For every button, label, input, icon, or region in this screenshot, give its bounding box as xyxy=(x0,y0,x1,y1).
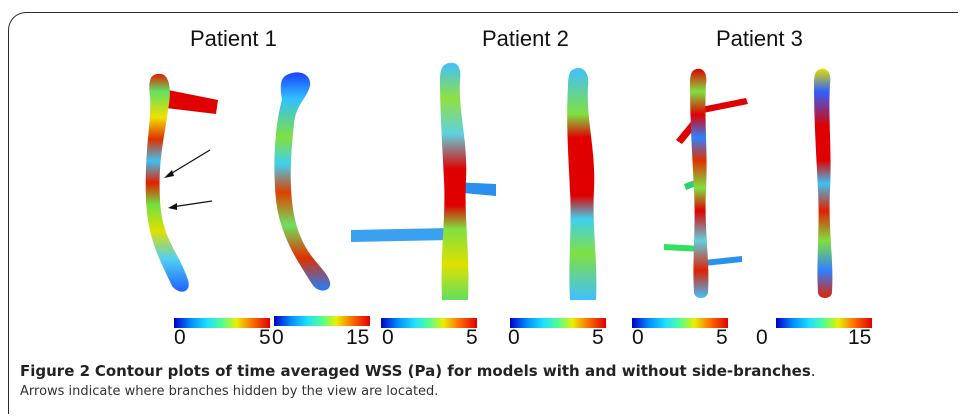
colorbar-3-min: 0 xyxy=(382,326,394,349)
patient-2-with-branches-model xyxy=(351,62,496,300)
colorbar-4 xyxy=(510,318,606,328)
figure-caption: Figure 2 Contour plots of time averaged … xyxy=(20,362,950,399)
patient-1-without-branches-model xyxy=(274,72,331,291)
colorbar-5 xyxy=(632,318,728,328)
arrow-hidden-branch-1 xyxy=(166,149,211,177)
figure-number: Figure 2 xyxy=(20,362,91,380)
colorbar-1 xyxy=(174,318,270,328)
colorbar-6 xyxy=(776,318,872,328)
patient-3-label: Patient 3 xyxy=(716,26,803,51)
patient-3-without-branches-model xyxy=(814,68,833,299)
colorbar-2 xyxy=(274,316,370,326)
colorbar-5-min: 0 xyxy=(632,326,644,349)
colorbar-3-max: 5 xyxy=(466,326,478,349)
colorbar-2-max: 15 xyxy=(346,326,370,349)
patient-3-with-branches-model xyxy=(664,68,748,299)
colorbar-3 xyxy=(381,318,477,328)
colorbar-4-min: 0 xyxy=(508,326,520,349)
figure-note: Arrows indicate where branches hidden by… xyxy=(20,384,439,399)
figure-title: Contour plots of time averaged WSS (Pa) … xyxy=(94,362,811,380)
colorbar-1-min: 0 xyxy=(174,326,186,349)
colorbar-2-min: 0 xyxy=(272,326,284,349)
patient-1-label: Patient 1 xyxy=(190,26,277,51)
colorbar-4-max: 5 xyxy=(592,326,604,349)
patient-1-with-branches-model xyxy=(145,73,218,292)
patient-2-label: Patient 2 xyxy=(482,26,569,51)
colorbar-1-max: 5 xyxy=(259,326,271,349)
patient-2-without-branches-model xyxy=(567,67,597,301)
figure-title-period: . xyxy=(810,362,816,380)
arrow-hidden-branch-2 xyxy=(171,200,213,208)
colorbar-6-min: 0 xyxy=(756,326,768,349)
figure-frame xyxy=(8,12,958,414)
colorbar-5-max: 5 xyxy=(716,326,728,349)
colorbar-6-max: 15 xyxy=(848,326,872,349)
